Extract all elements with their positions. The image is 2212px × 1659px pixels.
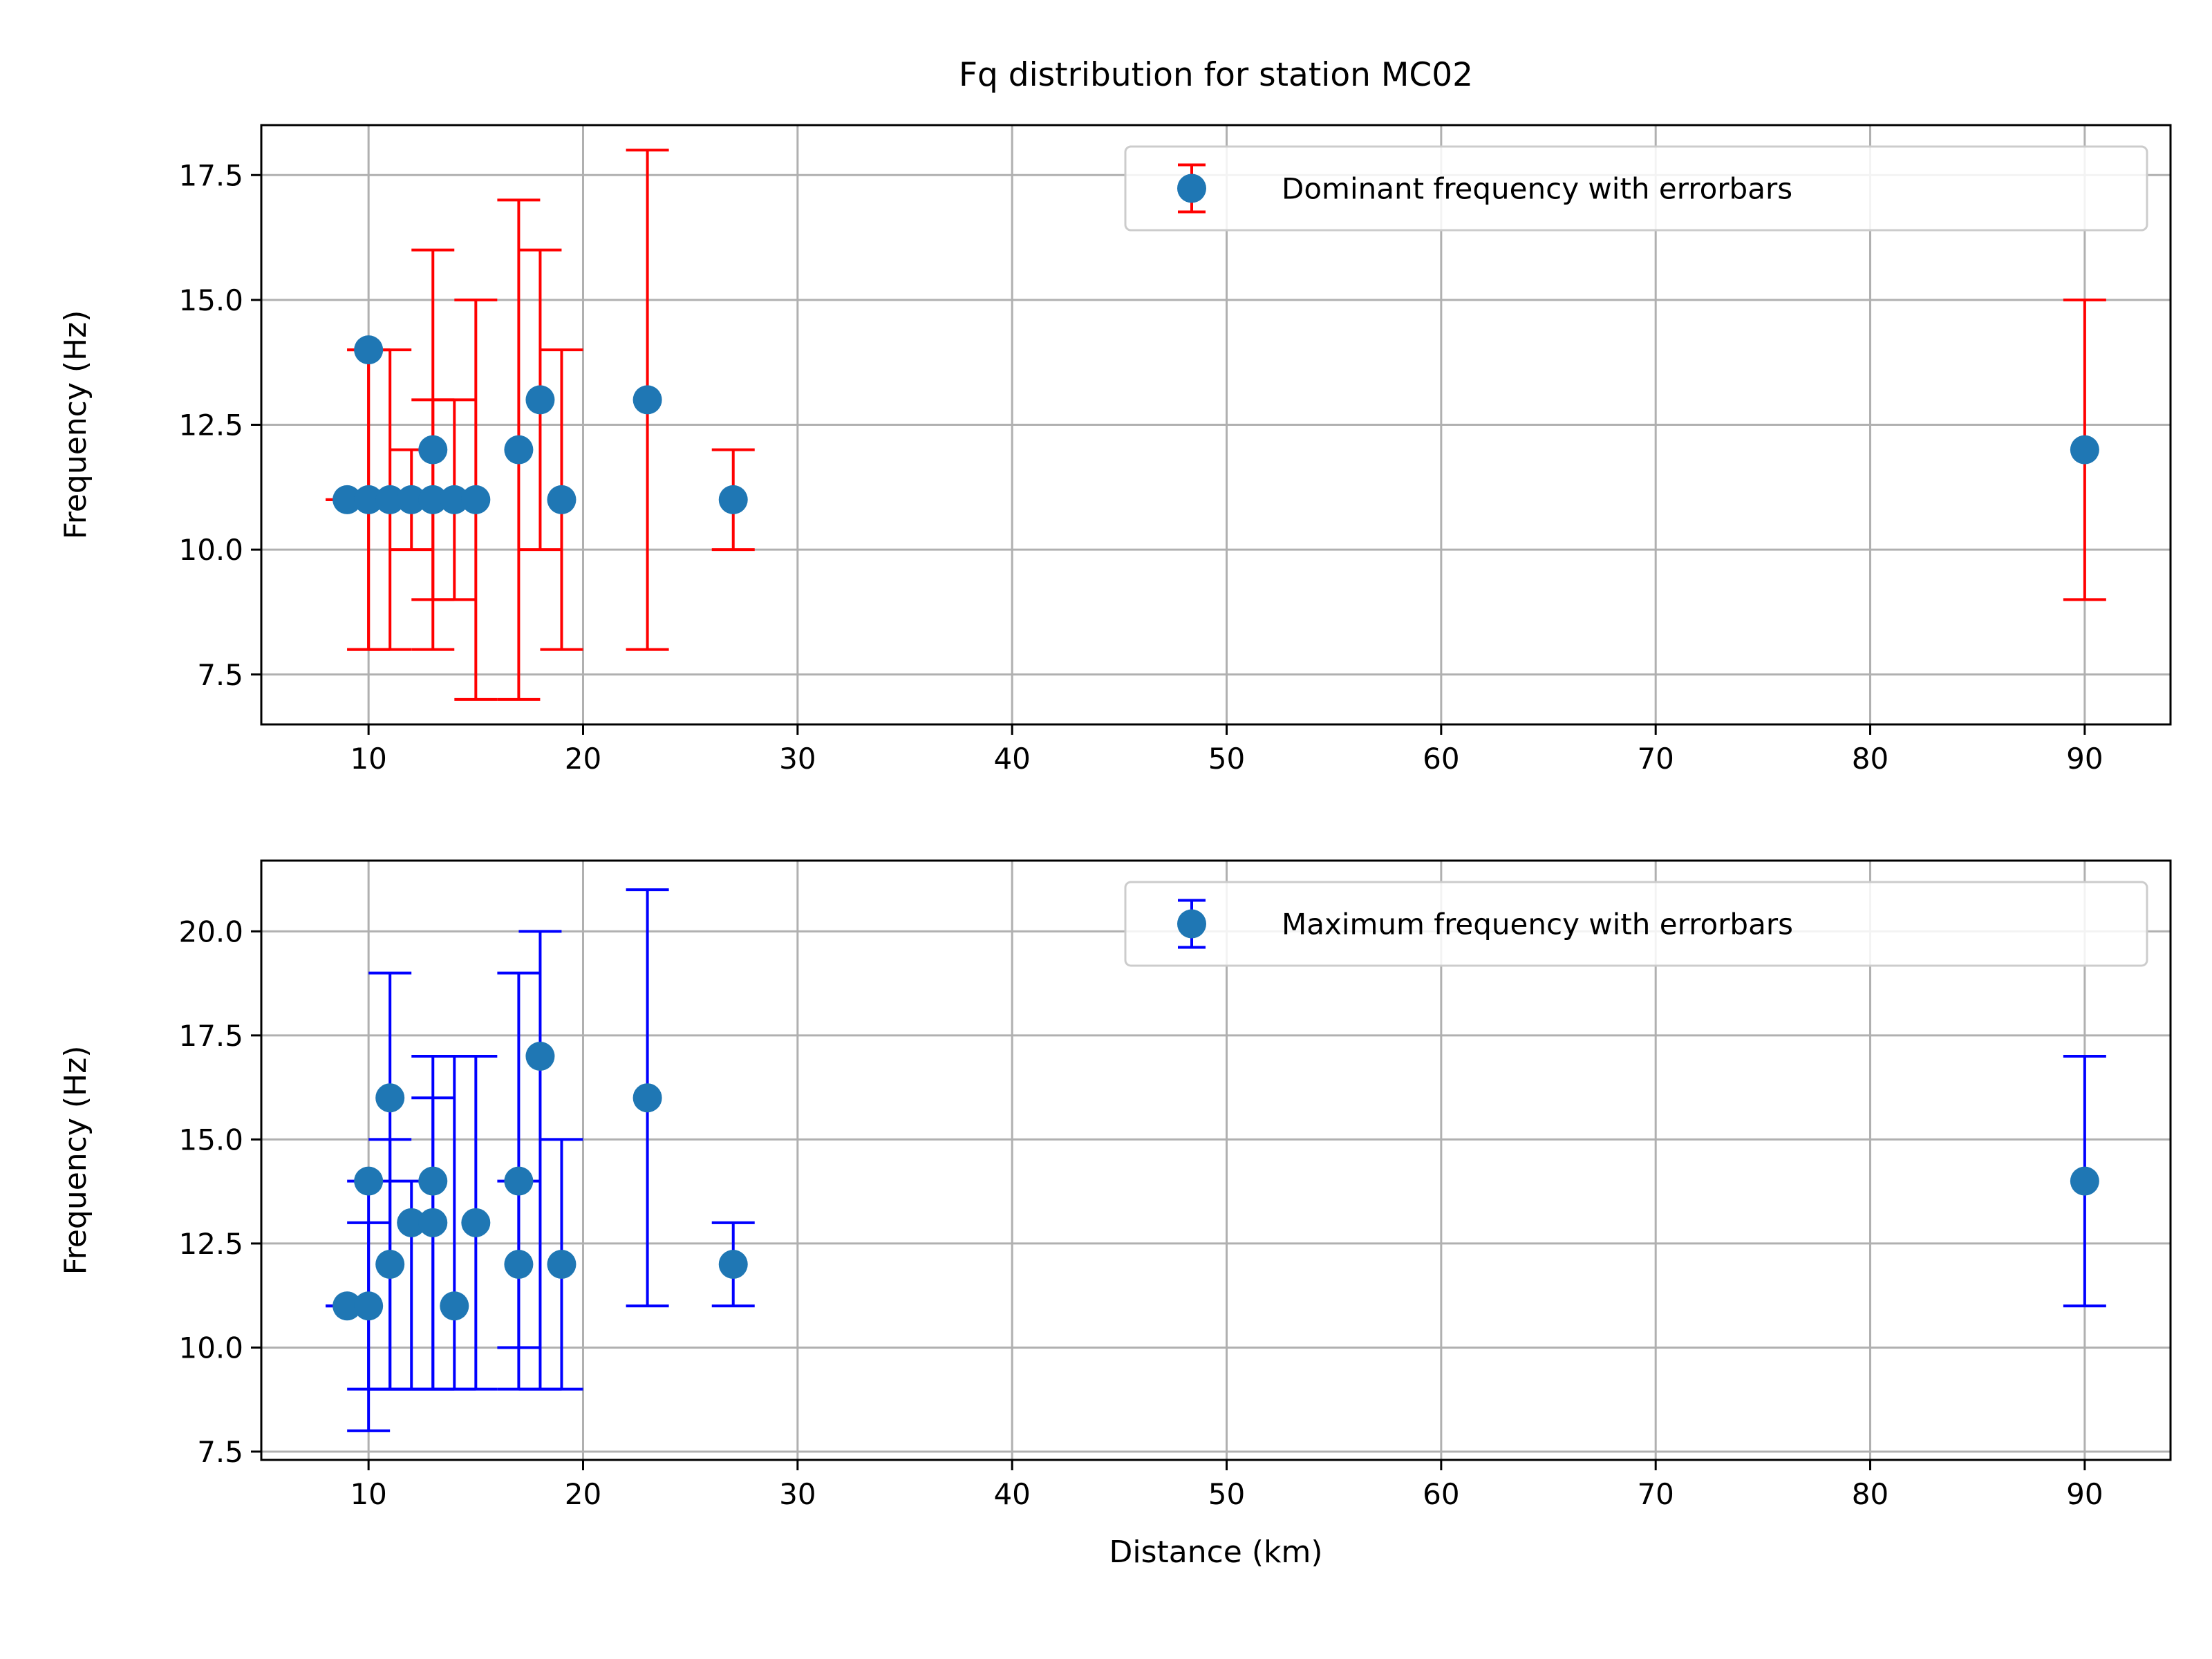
data-point bbox=[354, 485, 384, 514]
data-point bbox=[525, 1041, 555, 1071]
data-point bbox=[461, 1208, 491, 1237]
y-tick-label: 17.5 bbox=[178, 158, 243, 192]
data-point bbox=[375, 1083, 405, 1113]
data-point bbox=[2070, 435, 2099, 465]
x-tick-label: 50 bbox=[1208, 1477, 1245, 1511]
y-axis-label: Frequency (Hz) bbox=[58, 1046, 93, 1275]
data-point bbox=[632, 385, 662, 415]
data-point bbox=[504, 1250, 534, 1280]
data-point bbox=[718, 485, 748, 514]
legend-box bbox=[1124, 881, 2148, 967]
data-point bbox=[525, 385, 555, 415]
y-tick-label: 17.5 bbox=[178, 1019, 243, 1053]
data-point bbox=[440, 485, 469, 514]
x-tick-label: 80 bbox=[1852, 1477, 1888, 1511]
data-point bbox=[547, 485, 577, 514]
data-point bbox=[332, 485, 362, 514]
legend-box bbox=[1124, 145, 2148, 232]
x-tick-label: 40 bbox=[993, 742, 1030, 776]
x-tick-label: 60 bbox=[1423, 1477, 1459, 1511]
maximum-frequency-panel: 10 20 30 40 50 60 70 80 90 7.5 10.0 12.5 15.0 17.5 20.… bbox=[58, 859, 2172, 1570]
data-point bbox=[440, 1291, 469, 1321]
data-point bbox=[397, 1208, 427, 1237]
y-tick-label: 10.0 bbox=[178, 1331, 243, 1365]
x-tick-label: 10 bbox=[350, 742, 386, 776]
x-tick-label: 50 bbox=[1208, 742, 1245, 776]
legend-label: Dominant frequency with errorbars bbox=[1282, 172, 1792, 206]
y-tick-label: 20.0 bbox=[178, 915, 243, 948]
x-tick-label: 70 bbox=[1637, 742, 1674, 776]
x-tick-label: 20 bbox=[565, 742, 601, 776]
data-point bbox=[332, 1291, 362, 1321]
data-point bbox=[718, 1250, 748, 1280]
data-point bbox=[461, 485, 491, 514]
x-tick-label: 30 bbox=[779, 1477, 816, 1511]
data-point bbox=[354, 335, 384, 365]
y-tick-label: 12.5 bbox=[178, 1227, 243, 1261]
x-tick-label: 90 bbox=[2066, 1477, 2103, 1511]
x-tick-label: 20 bbox=[565, 1477, 601, 1511]
data-point bbox=[375, 485, 405, 514]
x-tick-label: 60 bbox=[1423, 742, 1459, 776]
data-point bbox=[504, 1166, 534, 1196]
axes-frame bbox=[260, 859, 2172, 1461]
data-point bbox=[418, 485, 448, 514]
y-axis-label: Frequency (Hz) bbox=[58, 310, 93, 540]
axes-frame bbox=[260, 124, 2172, 726]
data-point bbox=[418, 1208, 448, 1237]
data-point bbox=[504, 435, 534, 465]
x-tick-label: 80 bbox=[1852, 742, 1888, 776]
data-point bbox=[2070, 1166, 2099, 1196]
legend-marker bbox=[1177, 174, 1206, 203]
x-tick-label: 30 bbox=[779, 742, 816, 776]
y-tick-label: 15.0 bbox=[178, 1123, 243, 1156]
data-point bbox=[418, 1166, 448, 1196]
x-axis-label: Distance (km) bbox=[1109, 1535, 1322, 1570]
data-point bbox=[354, 1291, 384, 1321]
y-tick-label: 15.0 bbox=[178, 283, 243, 317]
dominant-frequency-panel: 10 20 30 40 50 60 70 80 90 7.5 10.0 12.5 15.0 17.5 Fre… bbox=[58, 124, 2172, 776]
x-tick-label: 90 bbox=[2066, 742, 2103, 776]
data-point bbox=[547, 1250, 577, 1280]
x-tick-label: 70 bbox=[1637, 1477, 1674, 1511]
x-tick-label: 40 bbox=[993, 1477, 1030, 1511]
data-point bbox=[375, 1250, 405, 1280]
y-tick-label: 10.0 bbox=[178, 533, 243, 567]
data-point bbox=[354, 1166, 384, 1196]
y-tick-label: 7.5 bbox=[197, 1435, 243, 1469]
y-tick-label: 12.5 bbox=[178, 409, 243, 442]
x-tick-label: 10 bbox=[350, 1477, 386, 1511]
y-tick-label: 7.5 bbox=[197, 658, 243, 692]
data-point bbox=[397, 485, 427, 514]
data-point bbox=[418, 435, 448, 465]
data-point bbox=[632, 1083, 662, 1113]
figure-title: Fq distribution for station MC02 bbox=[959, 56, 1473, 94]
legend-label: Maximum frequency with errorbars bbox=[1282, 908, 1793, 941]
legend-marker bbox=[1177, 909, 1206, 939]
